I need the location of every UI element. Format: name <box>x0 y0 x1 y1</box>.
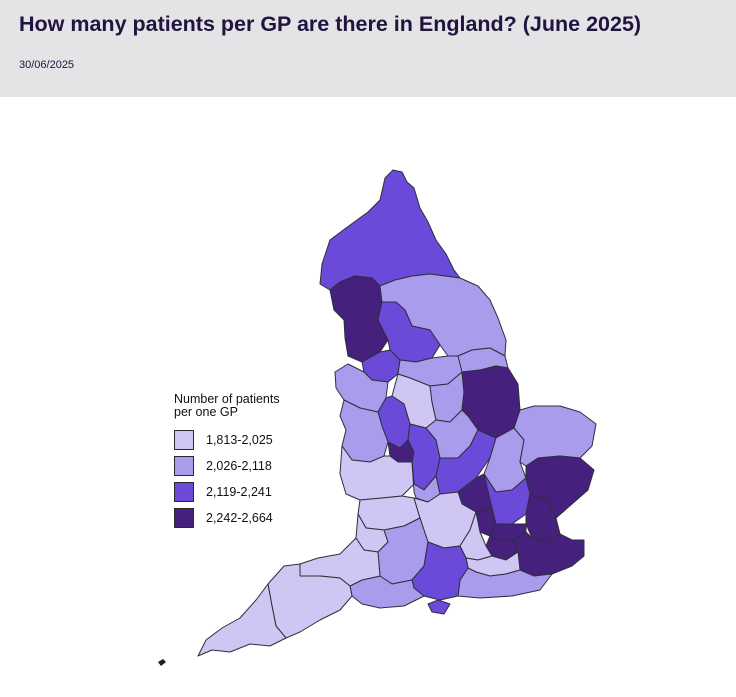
legend-swatch <box>174 456 194 476</box>
region-norfolk <box>513 405 597 467</box>
legend-item: 2,026-2,118 <box>174 453 304 479</box>
legend-label: 2,242-2,664 <box>206 511 273 525</box>
legend-swatch <box>174 482 194 502</box>
legend-label: 2,026-2,118 <box>206 459 272 473</box>
region-sussex <box>457 567 553 599</box>
region-north-east-cumbria <box>319 169 461 291</box>
legend-title: Number of patients per one GP <box>174 392 280 419</box>
legend-label: 2,119-2,241 <box>206 485 272 499</box>
legend-item: 1,813-2,025 <box>174 427 304 453</box>
legend-swatch <box>174 430 194 450</box>
region-cornwall <box>197 583 287 657</box>
page-header: How many patients per GP are there in En… <box>0 0 736 97</box>
legend-item: 2,242-2,664 <box>174 505 304 531</box>
page-date: 30/06/2025 <box>19 59 75 71</box>
legend-label: 1,813-2,025 <box>206 433 273 447</box>
map-legend: Number of patients per one GP 1,813-2,02… <box>174 393 304 531</box>
page-title: How many patients per GP are there in En… <box>19 12 642 36</box>
isles-of-scilly <box>158 659 166 666</box>
region-isle-of-wight <box>427 599 451 615</box>
england-choropleth-map <box>158 169 597 666</box>
legend-swatch <box>174 508 194 528</box>
legend-item: 2,119-2,241 <box>174 479 304 505</box>
